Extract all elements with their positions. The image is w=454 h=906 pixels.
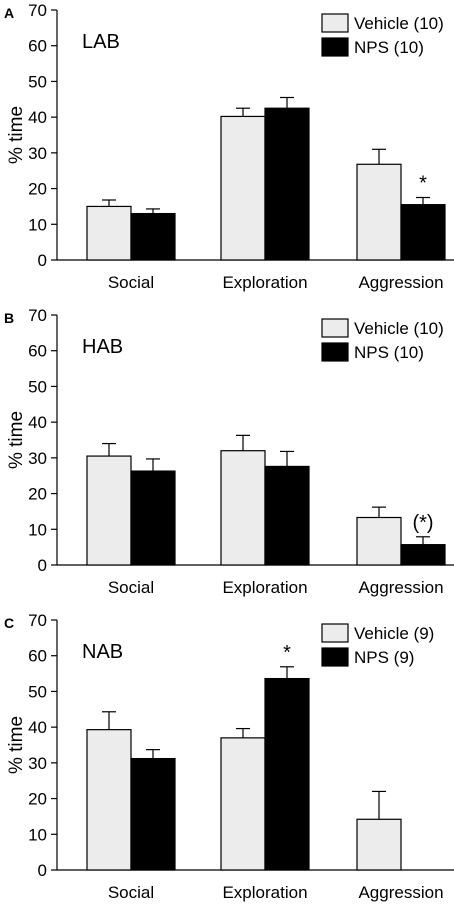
y-tick-label: 10 [28, 520, 47, 539]
panel-letter: C [4, 615, 14, 631]
significance-marker: * [283, 642, 291, 664]
category-label: Aggression [358, 578, 443, 597]
category-label: Social [108, 578, 154, 597]
y-tick-label: 20 [28, 485, 47, 504]
bar-vehicle-aggression [356, 818, 402, 871]
y-axis-label: % time [6, 106, 27, 164]
y-tick-label: 60 [28, 342, 47, 361]
y-tick-label: 50 [28, 377, 47, 396]
bar-vehicle-social [86, 729, 132, 871]
y-tick-label: 0 [38, 251, 47, 270]
category-label: Exploration [222, 273, 307, 292]
legend-label: Vehicle (9) [354, 624, 434, 643]
y-tick-label: 10 [28, 825, 47, 844]
bar-vehicle-aggression [356, 163, 402, 261]
y-tick-label: 40 [28, 108, 47, 127]
category-label: Exploration [222, 578, 307, 597]
legend-label: NPS (9) [354, 648, 414, 667]
legend-swatch-vehicle [321, 318, 349, 338]
bar-nps-aggression [400, 544, 446, 566]
bar-nps-social [130, 212, 176, 261]
category-label: Aggression [358, 273, 443, 292]
y-tick-label: 30 [28, 449, 47, 468]
category-label: Social [108, 273, 154, 292]
panel-title: LAB [82, 31, 120, 53]
bar-nps-social [130, 470, 176, 566]
bar-nps-aggression [400, 204, 446, 261]
legend-swatch-nps [321, 37, 349, 57]
bar-vehicle-social [86, 205, 132, 261]
legend-swatch-vehicle [321, 13, 349, 33]
bar-nps-exploration [264, 107, 310, 261]
y-tick-label: 70 [28, 611, 47, 630]
y-tick-label: 0 [38, 556, 47, 575]
y-tick-label: 60 [28, 647, 47, 666]
bar-nps-exploration [264, 677, 310, 871]
y-tick-label: 70 [28, 306, 47, 325]
bar-nps-exploration [264, 465, 310, 566]
significance-marker: * [419, 173, 427, 195]
legend-label: Vehicle (10) [354, 319, 444, 338]
category-label: Social [108, 883, 154, 902]
y-tick-label: 50 [28, 682, 47, 701]
category-label: Exploration [222, 883, 307, 902]
panel-title: HAB [82, 336, 123, 358]
legend-label: NPS (10) [354, 343, 424, 362]
bar-vehicle-aggression [356, 516, 402, 566]
y-axis-label: % time [6, 411, 27, 469]
panel-c: C NAB % time 0 10 20 30 40 50 60 70 Social Explorati… [4, 611, 454, 902]
panel-title: NAB [82, 641, 123, 663]
legend-label: NPS (10) [354, 38, 424, 57]
panel-b: B HAB % time 0 10 20 30 40 50 60 70 Social Explorati… [4, 306, 454, 597]
y-tick-label: 0 [38, 861, 47, 880]
y-tick-label: 20 [28, 790, 47, 809]
panel-a: A LAB % time 0 10 20 30 40 50 60 70 Social Explorati… [4, 1, 454, 292]
y-tick-label: 40 [28, 718, 47, 737]
bar-vehicle-exploration [220, 737, 266, 871]
legend-label: Vehicle (10) [354, 14, 444, 33]
y-tick-label: 20 [28, 180, 47, 199]
bar-vehicle-exploration [220, 450, 266, 566]
bar-vehicle-social [86, 455, 132, 566]
y-tick-label: 50 [28, 72, 47, 91]
y-axis-label: % time [6, 716, 27, 774]
y-tick-label: 40 [28, 413, 47, 432]
y-tick-label: 10 [28, 215, 47, 234]
bar-nps-social [130, 757, 176, 871]
legend-swatch-nps [321, 342, 349, 362]
y-tick-label: 60 [28, 37, 47, 56]
bar-vehicle-exploration [220, 115, 266, 261]
panel-letter: A [4, 5, 14, 21]
panel-letter: B [4, 310, 14, 326]
legend-swatch-nps [321, 647, 349, 667]
category-label: Aggression [358, 883, 443, 902]
significance-marker: (*) [412, 512, 433, 534]
y-tick-label: 30 [28, 144, 47, 163]
y-tick-label: 70 [28, 1, 47, 20]
legend-swatch-vehicle [321, 623, 349, 643]
y-tick-label: 30 [28, 754, 47, 773]
